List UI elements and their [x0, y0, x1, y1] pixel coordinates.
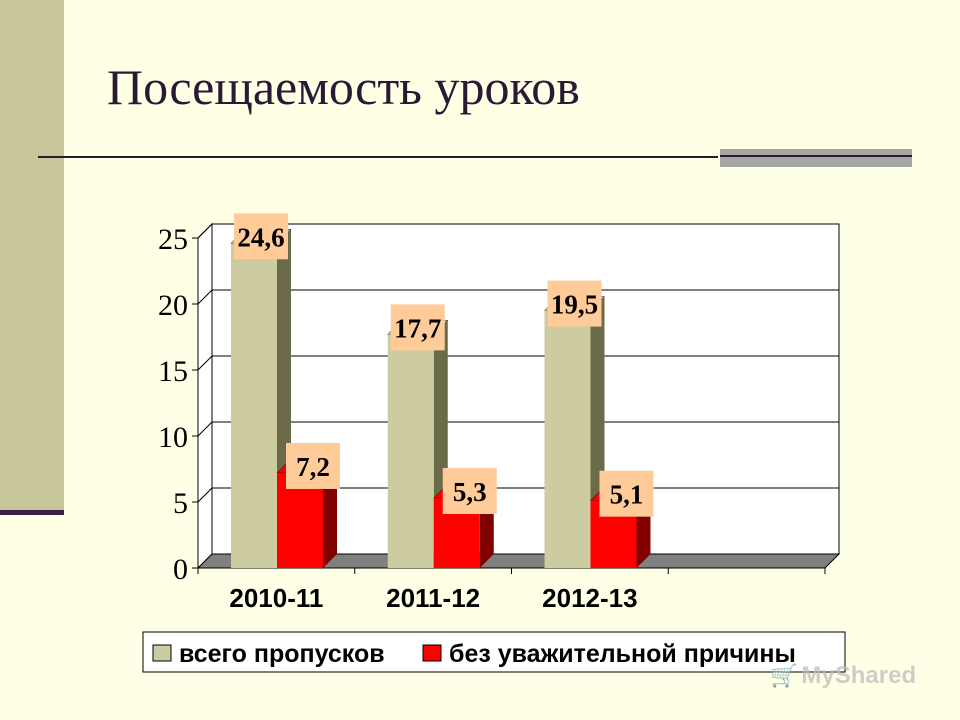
title-underline-accent — [720, 149, 912, 167]
data-label-box — [390, 304, 445, 351]
x-category-label: 2012-13 — [542, 583, 637, 613]
chart-side-wall — [197, 222, 213, 570]
gridline — [197, 421, 839, 437]
legend-label-total: всего пропусков — [179, 640, 385, 668]
data-label: 19,5 — [551, 290, 598, 320]
watermark-text: MyShared — [801, 662, 917, 689]
watermark: 🛒 MyShared — [770, 662, 916, 690]
y-tick-label: 0 — [173, 553, 188, 586]
gridline — [197, 289, 839, 305]
title-underline — [38, 156, 718, 158]
data-label: 24,6 — [237, 222, 284, 252]
data-label-box — [234, 213, 288, 260]
legend-box — [142, 631, 846, 673]
y-tick-label: 15 — [158, 355, 188, 388]
legend-swatch-total — [152, 644, 172, 662]
data-label-box — [599, 470, 654, 517]
cart-icon: 🛒 — [770, 663, 798, 688]
y-tick-label: 5 — [173, 487, 188, 520]
data-label-box — [442, 468, 497, 515]
y-tick-label: 10 — [158, 421, 188, 454]
legend-label-unexcused: без уважительной причины — [449, 640, 796, 668]
x-category-label: 2011-12 — [386, 583, 480, 613]
data-label-box — [547, 280, 602, 327]
y-tick-label: 25 — [158, 223, 188, 256]
data-label: 17,7 — [394, 313, 441, 343]
data-label-box — [286, 442, 340, 489]
bar — [544, 310, 591, 568]
data-label: 7,2 — [296, 452, 330, 482]
bar — [387, 334, 434, 568]
gridline — [197, 355, 839, 371]
data-label: 5,3 — [453, 477, 487, 507]
legend-swatch-unexcused — [422, 644, 442, 662]
slide-title: Посещаемость уроков — [107, 59, 580, 115]
bar — [231, 243, 277, 568]
decorative-side-bar — [0, 0, 64, 512]
y-tick-label: 20 — [158, 289, 188, 322]
x-category-label: 2010-11 — [229, 583, 323, 613]
side-bar-underline — [0, 510, 64, 515]
gridline — [197, 223, 839, 239]
data-label: 5,1 — [610, 480, 644, 510]
